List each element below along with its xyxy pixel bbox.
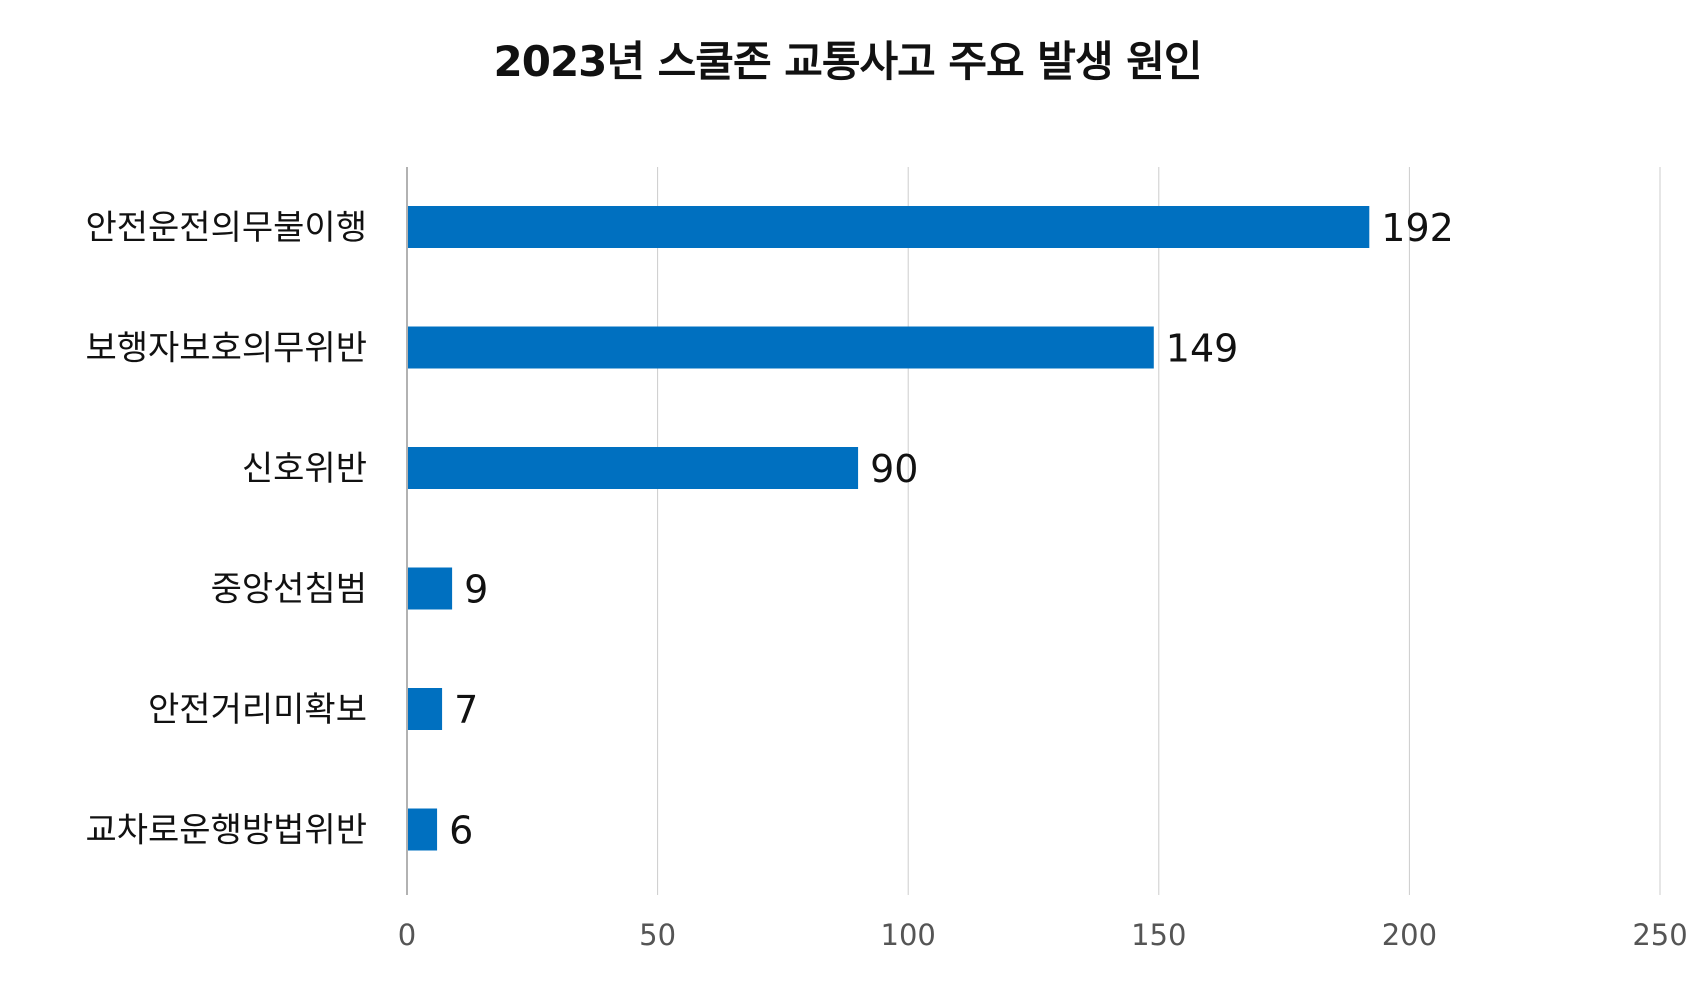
bar (408, 326, 1154, 369)
bar (408, 206, 1370, 248)
category-labels: 안전운전의무불이행보행자보호의무위반신호위반중앙선침범안전거리미확보교차로운행방… (85, 208, 367, 851)
category-label: 신호위반 (242, 449, 367, 489)
x-tick-label: 100 (881, 918, 936, 952)
x-tick-label: 200 (1382, 918, 1437, 952)
bar (408, 447, 859, 489)
data-label: 9 (464, 568, 488, 612)
data-label: 149 (1166, 327, 1239, 371)
x-tick-label: 150 (1131, 918, 1186, 952)
gridlines (657, 167, 1661, 895)
bars (408, 206, 1370, 851)
bar (408, 808, 438, 851)
category-label: 중앙선침범 (211, 570, 367, 610)
data-label: 90 (870, 447, 918, 491)
bar (408, 688, 443, 730)
value-labels: 192 149 90 9 7 6 (449, 206, 1454, 853)
x-tick-label: 0 (398, 918, 416, 952)
bar (408, 567, 453, 610)
x-tick-label: 50 (639, 918, 676, 952)
data-label: 192 (1381, 206, 1454, 250)
x-tick-label: 250 (1632, 918, 1687, 952)
category-label: 교차로운행방법위반 (85, 811, 367, 851)
chart-title: 2023년 스쿨존 교통사고 주요 발생 원인 (493, 37, 1203, 86)
category-label: 안전운전의무불이행 (85, 208, 367, 248)
data-label: 7 (454, 688, 478, 732)
x-tick-labels: 0 50 100 150 200 250 (398, 918, 1688, 952)
data-label: 6 (449, 809, 473, 853)
category-label: 보행자보호의무위반 (85, 329, 367, 369)
category-label: 안전거리미확보 (148, 690, 367, 730)
